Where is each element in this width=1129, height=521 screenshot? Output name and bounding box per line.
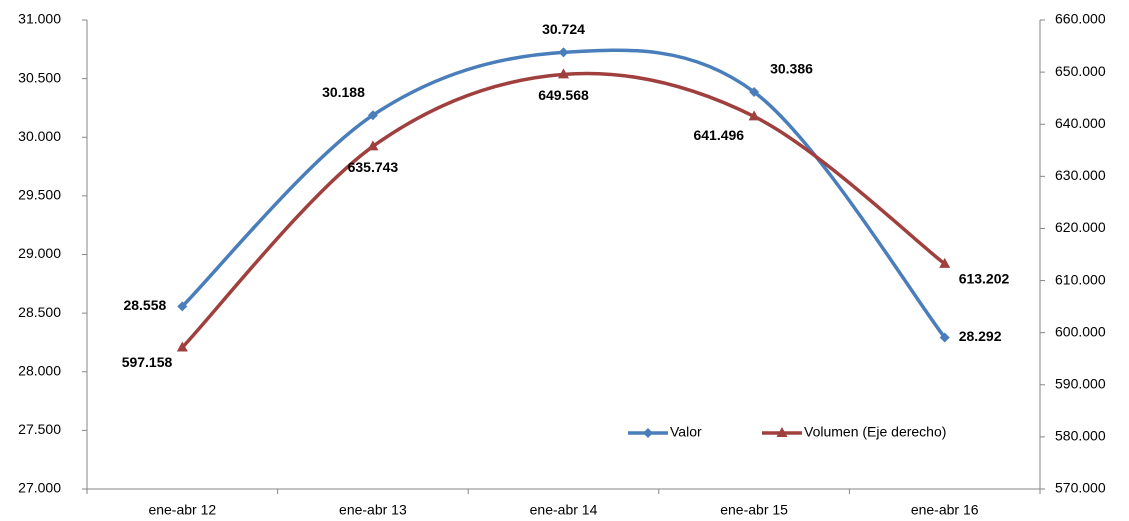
y2-tick-label: 600.000 [1055, 323, 1106, 339]
y2-tick-label: 610.000 [1055, 271, 1106, 287]
y-tick-label: 28.500 [18, 304, 61, 320]
y2-tick-label: 590.000 [1055, 375, 1106, 391]
y2-tick-label: 620.000 [1055, 219, 1106, 235]
marker [939, 257, 951, 268]
y2-tick-label: 570.000 [1055, 480, 1106, 496]
marker [558, 68, 569, 79]
value-label: 30.724 [542, 21, 585, 37]
y2-tick-label: 640.000 [1055, 115, 1106, 131]
value-label: 613.202 [959, 271, 1010, 287]
marker [177, 301, 188, 312]
marker [176, 341, 188, 352]
marker [748, 110, 760, 121]
y-tick-label: 31.000 [18, 11, 61, 27]
legend-label: Volumen (Eje derecho) [804, 424, 946, 440]
legend-marker [776, 427, 788, 437]
legend-marker [643, 428, 653, 438]
value-label: 30.386 [770, 61, 813, 77]
marker [367, 140, 379, 151]
y2-tick-label: 660.000 [1055, 11, 1106, 27]
marker [749, 86, 760, 97]
y-tick-label: 29.000 [18, 245, 61, 261]
marker [367, 110, 378, 121]
y-tick-label: 30.500 [18, 69, 61, 85]
y2-tick-label: 580.000 [1055, 428, 1106, 444]
y-tick-label: 29.500 [18, 187, 61, 203]
y-tick-label: 28.000 [18, 362, 61, 378]
value-label: 28.558 [123, 297, 166, 313]
y-tick-label: 27.000 [18, 480, 61, 496]
y2-tick-label: 650.000 [1055, 63, 1106, 79]
legend-label: Valor [670, 424, 702, 440]
marker [939, 332, 950, 343]
value-label: 28.292 [959, 328, 1002, 344]
value-label: 641.496 [693, 127, 744, 143]
value-label: 30.188 [322, 84, 365, 100]
y2-tick-label: 630.000 [1055, 167, 1106, 183]
marker [558, 47, 569, 58]
x-tick-label: ene-abr 16 [911, 502, 979, 518]
y-tick-label: 27.500 [18, 421, 61, 437]
value-label: 597.158 [122, 354, 173, 370]
y-tick-label: 30.000 [18, 128, 61, 144]
value-label: 649.568 [538, 87, 589, 103]
x-tick-label: ene-abr 13 [339, 502, 407, 518]
x-tick-label: ene-abr 12 [148, 502, 216, 518]
value-label: 635.743 [348, 159, 399, 175]
x-tick-label: ene-abr 14 [530, 502, 598, 518]
series-line [181, 71, 946, 349]
x-tick-label: ene-abr 15 [720, 502, 788, 518]
